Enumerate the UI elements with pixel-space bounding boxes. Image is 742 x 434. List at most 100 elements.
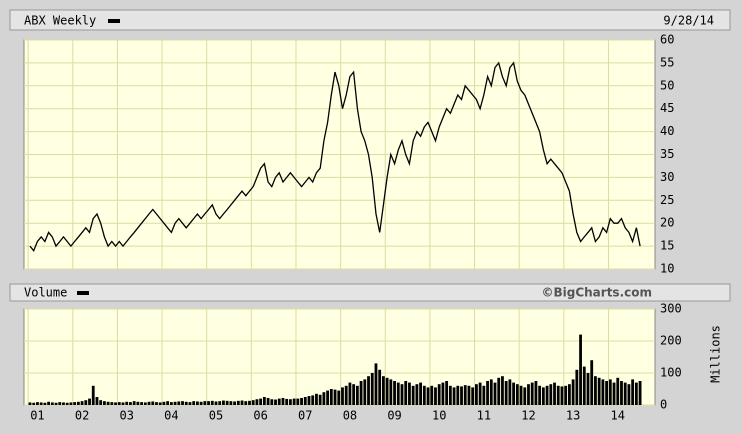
price-line bbox=[29, 61, 641, 252]
volume-bar bbox=[601, 379, 605, 405]
y-tick-label: 35 bbox=[660, 147, 674, 161]
volume-bar bbox=[114, 402, 117, 405]
volume-bar bbox=[385, 377, 389, 405]
volume-bar bbox=[322, 392, 326, 405]
volume-bar bbox=[627, 384, 631, 405]
x-tick-label: 07 bbox=[298, 409, 312, 423]
volume-bar bbox=[262, 397, 266, 405]
volume-bar bbox=[136, 401, 140, 405]
volume-bar bbox=[378, 369, 382, 405]
volume-bar bbox=[471, 387, 475, 405]
volume-bar bbox=[404, 381, 408, 405]
volume-bar bbox=[50, 402, 54, 405]
volume-bar bbox=[445, 381, 449, 405]
volume-bar bbox=[214, 401, 218, 405]
volume-bar bbox=[515, 384, 519, 405]
volume-bar bbox=[47, 401, 50, 405]
x-tick-label: 12 bbox=[521, 409, 535, 423]
volume-bar bbox=[620, 381, 623, 405]
volume-bar bbox=[333, 389, 337, 405]
y-tick-label: 45 bbox=[660, 101, 674, 115]
volume-bar bbox=[489, 379, 493, 405]
volume-bar bbox=[370, 373, 374, 405]
volume-header bbox=[9, 283, 731, 302]
legend-swatch bbox=[77, 291, 89, 295]
volume-bar bbox=[426, 387, 430, 405]
volume-bar bbox=[181, 401, 184, 405]
volume-bar bbox=[623, 382, 627, 405]
volume-bar bbox=[155, 402, 158, 405]
volume-bar bbox=[545, 385, 549, 405]
y-tick-label: 60 bbox=[660, 33, 674, 47]
volume-bar bbox=[307, 396, 311, 405]
volume-bar bbox=[441, 382, 445, 405]
y-tick-label: 20 bbox=[660, 216, 674, 230]
volume-bar bbox=[638, 381, 642, 405]
volume-bar bbox=[337, 390, 341, 405]
volume-bar bbox=[582, 366, 586, 405]
volume-bar bbox=[396, 382, 400, 405]
volume-bar bbox=[110, 402, 114, 405]
volume-bar bbox=[393, 381, 396, 405]
volume-bar bbox=[103, 401, 106, 405]
volume-bar bbox=[329, 389, 333, 405]
volume-bar bbox=[292, 398, 296, 405]
volume-bar bbox=[285, 398, 289, 405]
y-axis-label: Millions bbox=[709, 325, 723, 383]
volume-bar bbox=[475, 384, 478, 405]
volume-bar bbox=[229, 401, 233, 405]
volume-bar bbox=[99, 400, 103, 405]
volume-bar bbox=[355, 385, 359, 405]
volume-bar bbox=[266, 397, 270, 405]
volume-bar bbox=[408, 382, 411, 405]
volume-bar bbox=[222, 400, 225, 405]
volume-bar bbox=[121, 402, 125, 405]
volume-bar bbox=[534, 381, 538, 405]
x-tick-label: 10 bbox=[432, 409, 446, 423]
volume-bar bbox=[244, 401, 248, 405]
volume-bar bbox=[203, 401, 207, 405]
y-tick-label: 300 bbox=[660, 302, 682, 316]
volume-bar bbox=[341, 387, 344, 405]
volume-bar bbox=[478, 382, 482, 405]
volume-bar bbox=[411, 385, 415, 405]
volume-bar bbox=[233, 401, 236, 405]
volume-bar bbox=[62, 402, 65, 405]
volume-bar bbox=[162, 401, 166, 405]
volume-bar bbox=[344, 385, 348, 405]
volume-bar bbox=[374, 363, 378, 405]
volume-bar bbox=[207, 401, 210, 405]
volume-bar bbox=[58, 402, 62, 405]
volume-bar bbox=[132, 401, 136, 405]
volume-bar bbox=[575, 369, 579, 405]
volume-bar bbox=[326, 390, 329, 405]
volume-bar bbox=[612, 382, 616, 405]
volume-bar bbox=[218, 401, 222, 405]
volume-bar bbox=[300, 397, 303, 405]
y-tick-label: 50 bbox=[660, 78, 674, 92]
volume-bar bbox=[367, 376, 370, 405]
volume-bar bbox=[415, 384, 419, 405]
chart-title: ABX Weekly bbox=[24, 14, 96, 28]
volume-bar bbox=[430, 385, 434, 405]
volume-bar bbox=[512, 382, 515, 405]
volume-bar bbox=[106, 401, 110, 405]
y-tick-label: 30 bbox=[660, 170, 674, 184]
volume-bar bbox=[460, 386, 463, 405]
volume-bar bbox=[65, 402, 69, 405]
volume-bar bbox=[497, 377, 501, 405]
y-tick-label: 40 bbox=[660, 124, 674, 138]
volume-bar bbox=[348, 382, 352, 405]
x-tick-label: 02 bbox=[75, 409, 89, 423]
volume-bar bbox=[240, 400, 244, 405]
volume-bar bbox=[541, 387, 545, 405]
volume-bar bbox=[389, 379, 393, 405]
x-tick-label: 06 bbox=[253, 409, 267, 423]
volume-bar bbox=[95, 397, 99, 405]
volume-bar bbox=[463, 385, 467, 405]
volume-bar bbox=[166, 401, 170, 405]
volume-title: Volume bbox=[24, 286, 67, 300]
volume-bar bbox=[248, 400, 251, 405]
chart-date: 9/28/14 bbox=[663, 14, 714, 28]
volume-bar bbox=[382, 376, 385, 405]
